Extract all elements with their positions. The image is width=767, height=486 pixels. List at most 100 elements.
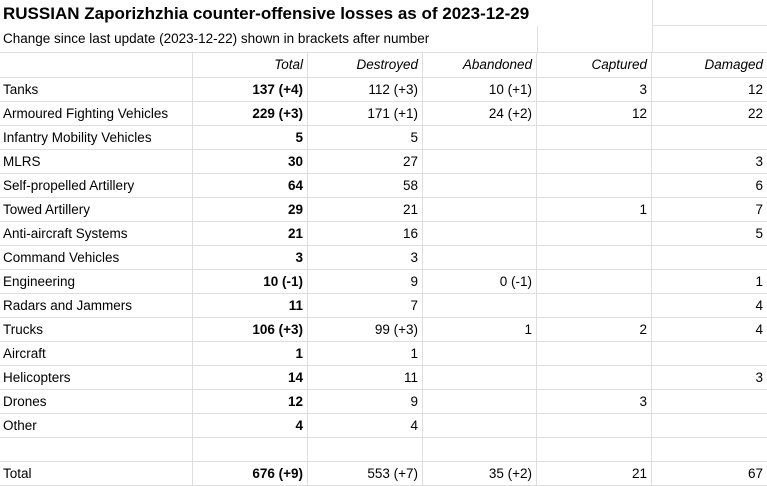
abandoned-value-cell[interactable] bbox=[423, 390, 537, 414]
destroyed-value-cell[interactable]: 16 bbox=[308, 222, 423, 246]
total-row-abandoned-cell[interactable]: 35 (+2) bbox=[423, 462, 537, 486]
destroyed-value-cell[interactable]: 9 bbox=[308, 390, 423, 414]
captured-value-cell[interactable] bbox=[537, 342, 652, 366]
captured-value-cell[interactable] bbox=[537, 150, 652, 174]
empty-cell[interactable] bbox=[537, 438, 652, 462]
total-row-label[interactable]: Total bbox=[0, 462, 193, 486]
abandoned-value-cell[interactable]: 10 (+1) bbox=[423, 78, 537, 102]
abandoned-value-cell[interactable] bbox=[423, 294, 537, 318]
row-label-cell[interactable]: Other bbox=[0, 414, 193, 438]
abandoned-value-cell[interactable]: 24 (+2) bbox=[423, 102, 537, 126]
row-label-cell[interactable]: Self-propelled Artillery bbox=[0, 174, 193, 198]
damaged-value-cell[interactable]: 7 bbox=[652, 198, 767, 222]
damaged-value-cell[interactable]: 4 bbox=[652, 294, 767, 318]
captured-value-cell[interactable]: 2 bbox=[537, 318, 652, 342]
captured-value-cell[interactable]: 1 bbox=[537, 198, 652, 222]
total-value-cell[interactable]: 64 bbox=[193, 174, 308, 198]
abandoned-value-cell[interactable] bbox=[423, 126, 537, 150]
captured-value-cell[interactable] bbox=[537, 270, 652, 294]
total-value-cell[interactable]: 137 (+4) bbox=[193, 78, 308, 102]
abandoned-value-cell[interactable] bbox=[423, 246, 537, 270]
captured-value-cell[interactable] bbox=[537, 126, 652, 150]
row-label-cell[interactable]: Trucks bbox=[0, 318, 193, 342]
row-label-cell[interactable]: Anti-aircraft Systems bbox=[0, 222, 193, 246]
destroyed-value-cell[interactable]: 21 bbox=[308, 198, 423, 222]
damaged-value-cell[interactable] bbox=[652, 126, 767, 150]
column-header-abandoned[interactable]: Abandoned bbox=[423, 53, 537, 78]
destroyed-value-cell[interactable]: 1 bbox=[308, 342, 423, 366]
damaged-value-cell[interactable]: 3 bbox=[652, 150, 767, 174]
row-label-cell[interactable]: Armoured Fighting Vehicles bbox=[0, 102, 193, 126]
destroyed-value-cell[interactable]: 99 (+3) bbox=[308, 318, 423, 342]
row-label-cell[interactable]: Command Vehicles bbox=[0, 246, 193, 270]
column-header-total[interactable]: Total bbox=[193, 53, 308, 78]
total-value-cell[interactable]: 30 bbox=[193, 150, 308, 174]
title-row-empty-cell[interactable] bbox=[652, 0, 767, 26]
empty-cell[interactable] bbox=[652, 438, 767, 462]
captured-value-cell[interactable] bbox=[537, 294, 652, 318]
total-value-cell[interactable]: 1 bbox=[193, 342, 308, 366]
captured-value-cell[interactable]: 3 bbox=[537, 390, 652, 414]
destroyed-value-cell[interactable]: 112 (+3) bbox=[308, 78, 423, 102]
damaged-value-cell[interactable]: 3 bbox=[652, 366, 767, 390]
abandoned-value-cell[interactable] bbox=[423, 366, 537, 390]
row-label-cell[interactable]: Tanks bbox=[0, 78, 193, 102]
destroyed-value-cell[interactable]: 27 bbox=[308, 150, 423, 174]
captured-value-cell[interactable] bbox=[537, 174, 652, 198]
captured-value-cell[interactable]: 3 bbox=[537, 78, 652, 102]
total-value-cell[interactable]: 12 bbox=[193, 390, 308, 414]
damaged-value-cell[interactable]: 5 bbox=[652, 222, 767, 246]
total-value-cell[interactable]: 106 (+3) bbox=[193, 318, 308, 342]
destroyed-value-cell[interactable]: 171 (+1) bbox=[308, 102, 423, 126]
abandoned-value-cell[interactable] bbox=[423, 414, 537, 438]
row-label-cell[interactable]: MLRS bbox=[0, 150, 193, 174]
total-row-damaged-cell[interactable]: 67 bbox=[652, 462, 767, 486]
total-value-cell[interactable]: 4 bbox=[193, 414, 308, 438]
column-header-damaged[interactable]: Damaged bbox=[652, 53, 767, 78]
damaged-value-cell[interactable]: 4 bbox=[652, 318, 767, 342]
damaged-value-cell[interactable]: 6 bbox=[652, 174, 767, 198]
column-header-destroyed[interactable]: Destroyed bbox=[308, 53, 423, 78]
row-label-cell[interactable]: Infantry Mobility Vehicles bbox=[0, 126, 193, 150]
damaged-value-cell[interactable] bbox=[652, 342, 767, 366]
total-row-captured-cell[interactable]: 21 bbox=[537, 462, 652, 486]
row-label-cell[interactable]: Radars and Jammers bbox=[0, 294, 193, 318]
empty-cell[interactable] bbox=[423, 438, 537, 462]
damaged-value-cell[interactable] bbox=[652, 414, 767, 438]
empty-cell[interactable] bbox=[193, 438, 308, 462]
total-value-cell[interactable]: 5 bbox=[193, 126, 308, 150]
row-label-cell[interactable]: Drones bbox=[0, 390, 193, 414]
total-value-cell[interactable]: 14 bbox=[193, 366, 308, 390]
subtitle-row-empty-cell[interactable] bbox=[537, 26, 652, 53]
header-blank-cell[interactable] bbox=[0, 53, 193, 78]
row-label-cell[interactable]: Helicopters bbox=[0, 366, 193, 390]
total-value-cell[interactable]: 3 bbox=[193, 246, 308, 270]
subtitle-row-empty-cell[interactable] bbox=[652, 26, 767, 53]
abandoned-value-cell[interactable] bbox=[423, 174, 537, 198]
abandoned-value-cell[interactable]: 0 (-1) bbox=[423, 270, 537, 294]
damaged-value-cell[interactable] bbox=[652, 246, 767, 270]
row-label-cell[interactable]: Towed Artillery bbox=[0, 198, 193, 222]
total-value-cell[interactable]: 10 (-1) bbox=[193, 270, 308, 294]
total-row-total-cell[interactable]: 676 (+9) bbox=[193, 462, 308, 486]
destroyed-value-cell[interactable]: 11 bbox=[308, 366, 423, 390]
damaged-value-cell[interactable]: 22 bbox=[652, 102, 767, 126]
captured-value-cell[interactable] bbox=[537, 414, 652, 438]
total-value-cell[interactable]: 229 (+3) bbox=[193, 102, 308, 126]
abandoned-value-cell[interactable] bbox=[423, 150, 537, 174]
captured-value-cell[interactable] bbox=[537, 246, 652, 270]
abandoned-value-cell[interactable]: 1 bbox=[423, 318, 537, 342]
destroyed-value-cell[interactable]: 58 bbox=[308, 174, 423, 198]
column-header-captured[interactable]: Captured bbox=[537, 53, 652, 78]
destroyed-value-cell[interactable]: 9 bbox=[308, 270, 423, 294]
abandoned-value-cell[interactable] bbox=[423, 222, 537, 246]
captured-value-cell[interactable] bbox=[537, 366, 652, 390]
damaged-value-cell[interactable]: 12 bbox=[652, 78, 767, 102]
empty-cell[interactable] bbox=[0, 438, 193, 462]
damaged-value-cell[interactable] bbox=[652, 390, 767, 414]
captured-value-cell[interactable] bbox=[537, 222, 652, 246]
total-row-destroyed-cell[interactable]: 553 (+7) bbox=[308, 462, 423, 486]
destroyed-value-cell[interactable]: 4 bbox=[308, 414, 423, 438]
total-value-cell[interactable]: 21 bbox=[193, 222, 308, 246]
captured-value-cell[interactable]: 12 bbox=[537, 102, 652, 126]
